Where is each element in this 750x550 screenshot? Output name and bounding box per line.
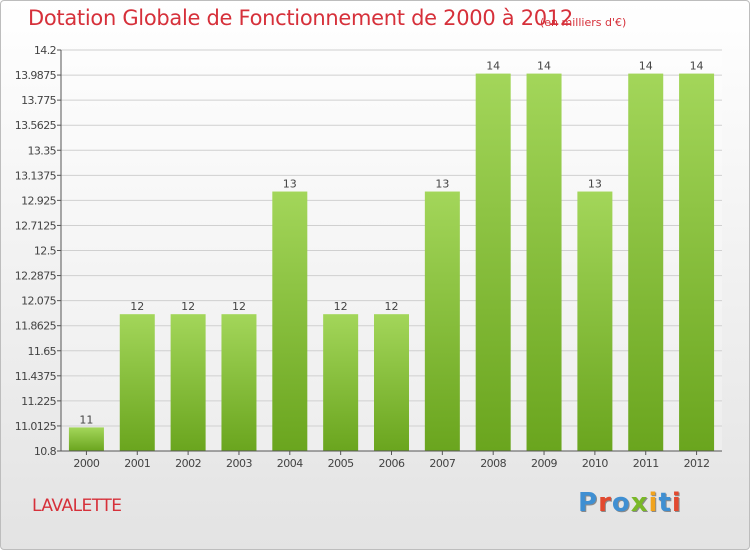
x-tick-label: 2001 [124, 457, 150, 470]
chart-subtitle: (en milliers d'€) [540, 16, 627, 29]
logo-letter: i [671, 488, 682, 518]
bar-2011[interactable] [628, 73, 664, 452]
bar-value-label: 14 [690, 60, 704, 73]
commune-name: LAVALETTE [32, 496, 122, 516]
bar-2003[interactable] [221, 314, 257, 451]
bar-value-label: 12 [385, 300, 399, 313]
y-tick-label: 12.2875 [15, 270, 57, 283]
y-tick-label: 11.225 [21, 395, 56, 408]
bar-2000[interactable] [68, 427, 104, 451]
proxiti-logo[interactable]: Proxiti [578, 488, 682, 518]
y-tick-label: 11.0125 [15, 420, 57, 433]
bar-value-label: 14 [537, 60, 551, 73]
bar-value-label: 13 [435, 178, 449, 191]
bar-value-label: 12 [232, 300, 246, 313]
x-tick-label: 2007 [429, 457, 455, 470]
bars: 11 12 12 12 13 12 12 13 14 14 13 14 14 [68, 60, 715, 452]
x-tick-label: 2006 [379, 457, 405, 470]
bar-value-label: 14 [486, 60, 500, 73]
y-tick-label: 13.1375 [15, 169, 57, 182]
bar-value-label: 12 [334, 300, 348, 313]
bar-value-label: 12 [130, 300, 144, 313]
y-tick-label: 12.5 [34, 245, 57, 258]
y-tick-label: 11.65 [28, 345, 57, 358]
logo-letter: o [611, 488, 631, 518]
logo-letter: x [630, 488, 649, 518]
bar-2010[interactable] [577, 191, 613, 451]
logo-letter: P [578, 488, 599, 518]
y-tick-label: 12.7125 [15, 219, 57, 232]
x-tick-label: 2005 [328, 457, 354, 470]
x-tick-label: 2002 [175, 457, 201, 470]
x-tick-label: 2012 [684, 457, 710, 470]
bar-2002[interactable] [170, 314, 206, 451]
bar-2006[interactable] [374, 314, 409, 451]
y-tick-label: 11.8625 [15, 320, 57, 333]
y-tick-label: 14.2 [34, 44, 56, 57]
bar-2009[interactable] [526, 73, 562, 452]
y-tick-label: 12.925 [21, 194, 56, 207]
y-tick-label: 13.775 [21, 94, 56, 107]
bar-2012[interactable] [679, 73, 715, 452]
y-tick-label: 13.9875 [15, 69, 57, 82]
x-tick-label: 2003 [226, 457, 252, 470]
bar-value-label: 14 [639, 60, 653, 73]
y-tick-label: 13.35 [28, 144, 57, 157]
x-tick-label: 2000 [73, 457, 99, 470]
logo-letter: t [658, 488, 672, 518]
bar-value-label: 13 [283, 178, 297, 191]
x-tick-label: 2008 [480, 457, 506, 470]
bar-value-label: 11 [79, 413, 93, 426]
y-tick-label: 11.4375 [15, 370, 57, 383]
y-tick-label: 12.075 [21, 295, 56, 308]
bar-2005[interactable] [323, 314, 359, 451]
logo-letter: r [598, 488, 612, 518]
bar-2001[interactable] [119, 314, 155, 451]
y-tick-label: 10.8 [34, 445, 57, 458]
bar-value-label: 13 [588, 178, 602, 191]
chart-title: Dotation Globale de Fonctionnement de 20… [28, 6, 573, 30]
x-tick-label: 2009 [531, 457, 557, 470]
bar-2004[interactable] [272, 191, 308, 451]
x-tick-label: 2010 [582, 457, 608, 470]
y-tick-label: 13.5625 [15, 119, 57, 132]
logo-letter: i [648, 488, 659, 518]
bar-value-label: 12 [181, 300, 195, 313]
axes: 10.8 11.0125 11.225 11.4375 11.65 11.8625 12.0… [15, 44, 722, 470]
bar-2007[interactable] [424, 191, 460, 451]
x-tick-label: 2004 [277, 457, 303, 470]
bar-2008[interactable] [475, 73, 511, 452]
x-tick-label: 2011 [633, 457, 659, 470]
